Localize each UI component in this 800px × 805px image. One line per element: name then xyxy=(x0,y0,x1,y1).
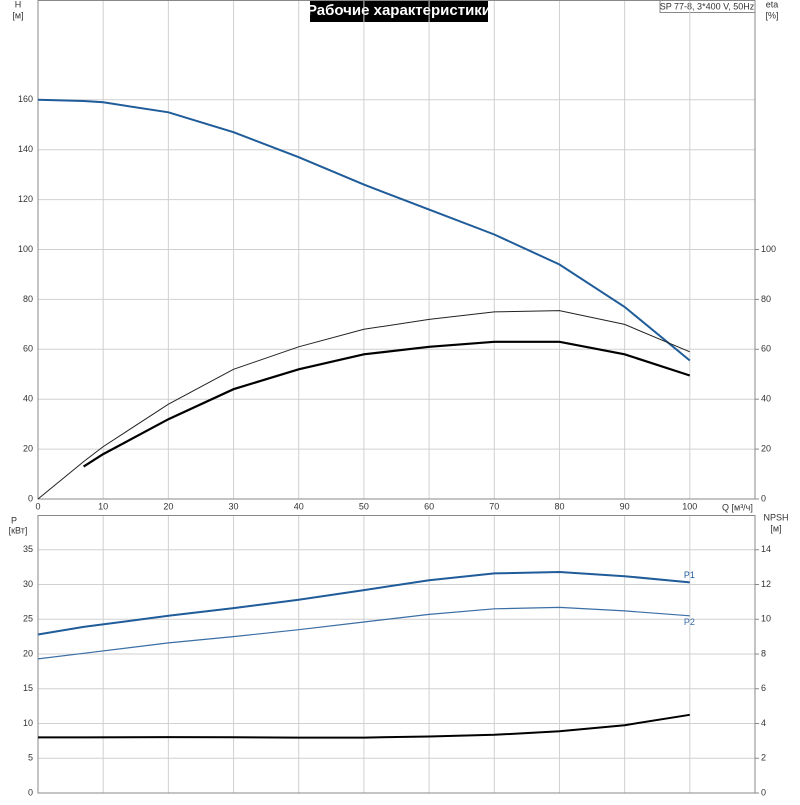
y2-label: NPSH xyxy=(763,512,788,522)
series-line xyxy=(37,606,690,660)
x-tick-label: 50 xyxy=(359,501,369,511)
x-tick-label: 20 xyxy=(163,501,173,511)
series-label: P1 xyxy=(684,570,695,580)
y2-tick-label: 2 xyxy=(761,753,766,763)
y2-tick-label: 100 xyxy=(761,244,776,254)
y2-tick-label: 60 xyxy=(761,344,771,354)
plot-frame xyxy=(37,0,756,500)
y-tick-label: 20 xyxy=(23,443,33,453)
y2-tick-label: 0 xyxy=(761,787,766,797)
y-tick-label: 120 xyxy=(18,194,33,204)
y2-tick-label: 80 xyxy=(761,294,771,304)
plot-frame xyxy=(37,515,756,794)
series-line xyxy=(83,340,691,468)
y-tick-label: 35 xyxy=(23,544,33,554)
x-tick-label: 0 xyxy=(35,501,40,511)
y-tick-label: 140 xyxy=(18,144,33,154)
x-tick-label: 70 xyxy=(489,501,499,511)
series-label: P2 xyxy=(684,617,695,627)
y-label: H xyxy=(15,0,22,9)
y-tick-label: 20 xyxy=(23,648,33,658)
y2-unit: [м] xyxy=(770,523,781,533)
x-tick-label: 60 xyxy=(424,501,434,511)
x-tick-label: 100 xyxy=(682,501,697,511)
y-unit: [м] xyxy=(12,10,23,20)
series-line xyxy=(37,570,690,636)
y-unit: [кВт] xyxy=(9,525,28,535)
chart-subtitle: SP 77-8, 3*400 V, 50Hz xyxy=(660,1,755,11)
y-label: P xyxy=(11,515,17,525)
y-tick-label: 100 xyxy=(18,244,33,254)
y-tick-label: 80 xyxy=(23,294,33,304)
y-tick-label: 60 xyxy=(23,344,33,354)
y-tick-label: 40 xyxy=(23,394,33,404)
series-line xyxy=(37,98,691,362)
x-tick-label: 30 xyxy=(229,501,239,511)
y-tick-label: 160 xyxy=(18,94,33,104)
y2-tick-label: 0 xyxy=(761,493,766,503)
y2-tick-label: 12 xyxy=(761,579,771,589)
y2-tick-label: 40 xyxy=(761,394,771,404)
y2-tick-label: 14 xyxy=(761,544,771,554)
x-tick-label: 80 xyxy=(554,501,564,511)
y2-label: eta xyxy=(766,0,779,9)
y-tick-label: 15 xyxy=(23,683,33,693)
y-tick-label: 0 xyxy=(28,493,33,503)
y2-unit: [%] xyxy=(765,10,778,20)
y-tick-label: 5 xyxy=(28,753,33,763)
y-tick-label: 25 xyxy=(23,614,33,624)
chart-title: Рабочие характеристики xyxy=(307,2,491,19)
y2-tick-label: 6 xyxy=(761,683,766,693)
title-box xyxy=(310,0,488,22)
y-tick-label: 0 xyxy=(28,787,33,797)
x-label: Q [м³/ч] xyxy=(722,502,753,512)
y2-tick-label: 20 xyxy=(761,443,771,453)
y2-tick-label: 10 xyxy=(761,614,771,624)
series-line xyxy=(37,310,690,500)
x-tick-label: 10 xyxy=(98,501,108,511)
x-tick-label: 90 xyxy=(620,501,630,511)
y2-tick-label: 4 xyxy=(761,718,766,728)
y2-tick-label: 8 xyxy=(761,648,766,658)
y-tick-label: 30 xyxy=(23,579,33,589)
y-tick-label: 10 xyxy=(23,718,33,728)
x-tick-label: 40 xyxy=(294,501,304,511)
series-line xyxy=(38,713,690,739)
